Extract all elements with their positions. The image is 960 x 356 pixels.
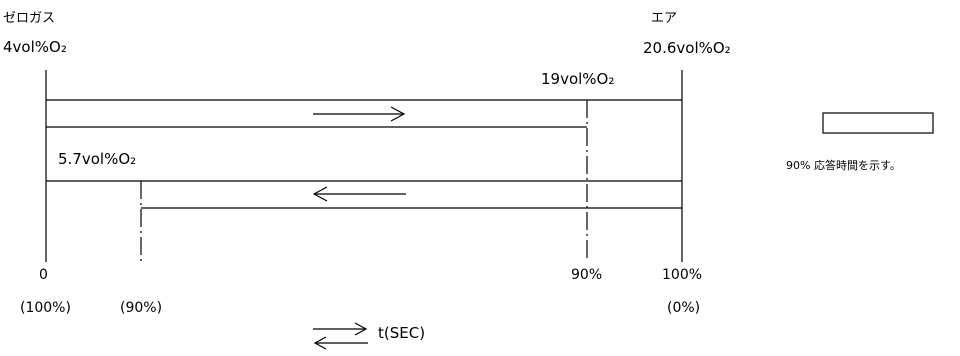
axis-start-sub-label: (100%)	[20, 300, 71, 316]
upper-threshold-label: 19vol%O₂	[541, 70, 615, 88]
right-arrow-icon	[313, 106, 406, 122]
left-arrow-icon	[312, 186, 406, 202]
air-name: エア	[651, 11, 678, 26]
zero-gas-name: ゼロガス	[3, 11, 56, 26]
axis-end-label: 100%	[662, 267, 703, 283]
air-value: 20.6vol%O₂	[643, 39, 731, 57]
axis-up-90-label: 90%	[571, 267, 603, 283]
legend-box	[822, 112, 934, 134]
legend-text: 90% 応答時間を示す。	[786, 159, 901, 172]
lower-threshold-label: 5.7vol%O₂	[58, 150, 137, 168]
time-direction-icon	[313, 322, 368, 350]
axis-start-label: 0	[39, 267, 48, 283]
axis-down-90-label: (90%)	[120, 300, 163, 316]
zero-gas-value: 4vol%O₂	[3, 38, 67, 56]
axis-end-sub-label: (0%)	[667, 300, 701, 316]
time-axis-label: t(SEC)	[378, 324, 426, 342]
